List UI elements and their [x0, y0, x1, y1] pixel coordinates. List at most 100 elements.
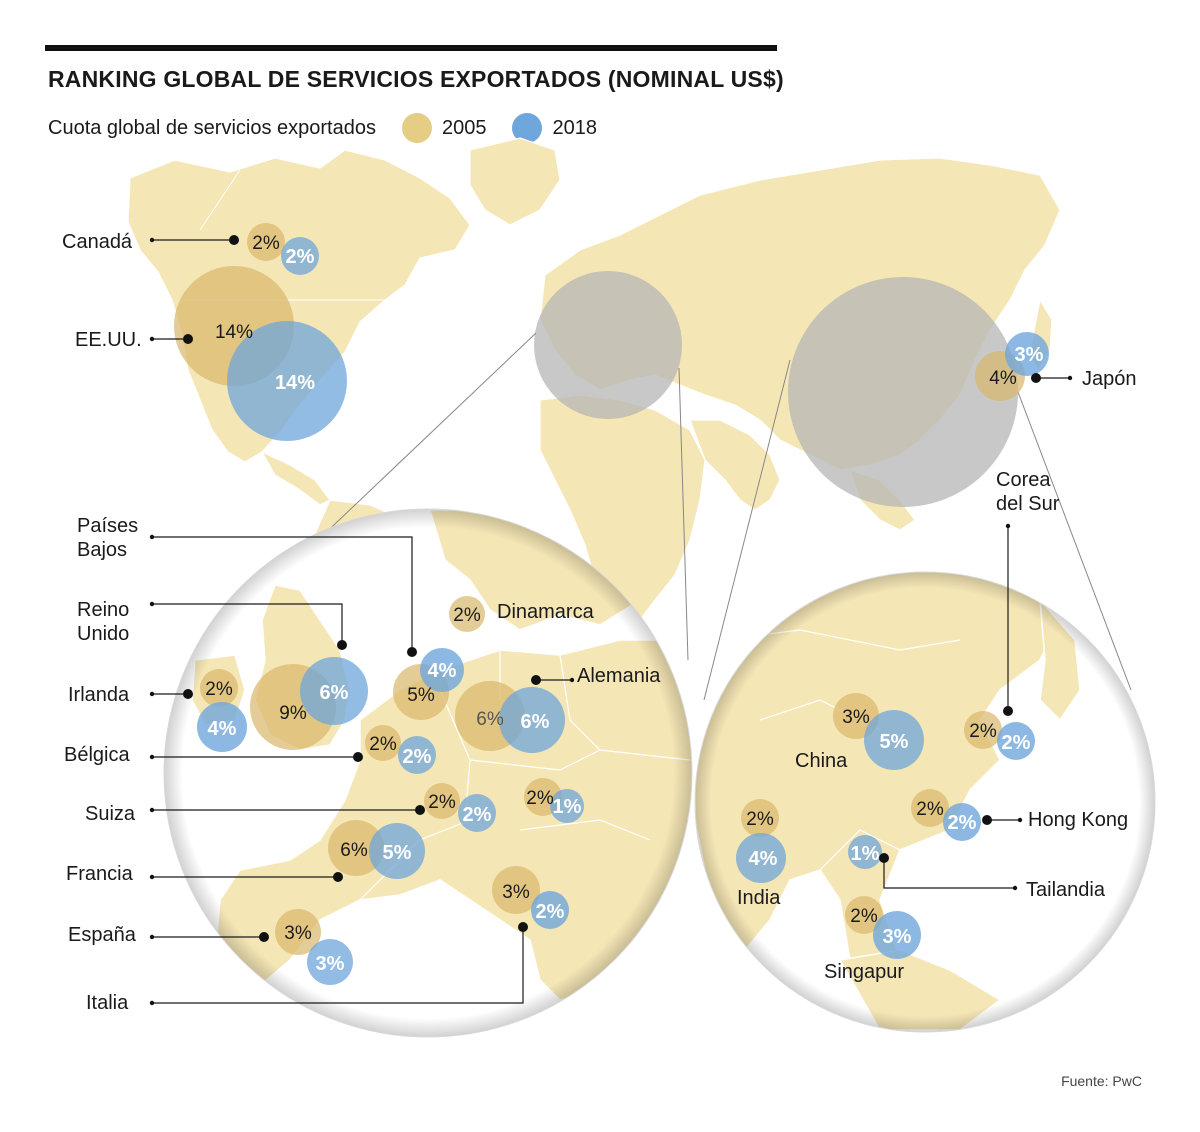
country-labels: Canadá EE.UU. Japón Países Bajos Reino Uni… — [62, 231, 1137, 1014]
bubble-thailand-2018 — [848, 835, 882, 869]
europe-zoom-region — [534, 271, 682, 419]
share-switzerland-2005: 2% — [428, 792, 456, 813]
label-south-korea: Corea del Sur — [996, 469, 1060, 515]
share-canada-2005: 2% — [252, 233, 280, 254]
label-spain: España — [68, 924, 137, 946]
top-rule — [45, 45, 777, 51]
leader-lines — [152, 239, 1070, 1004]
bubble-belgium-2018 — [398, 736, 436, 774]
label-denmark: Dinamarca — [497, 601, 595, 623]
share-spain-2005: 3% — [284, 923, 312, 944]
source-note: Fuente: PwC — [1061, 1073, 1142, 1089]
share-hong-kong-2018: 2% — [948, 812, 977, 834]
leader-dots — [149, 235, 1073, 1006]
bubble-austria-2018 — [550, 789, 584, 823]
bubble-spain-2018 — [307, 939, 353, 985]
share-switzerland-2018: 2% — [463, 804, 492, 826]
label-belgium: Bélgica — [64, 744, 130, 766]
share-labels: 2% 2% 14% 14% 4% 3% 5% 4% 9% 6% 2% 4% 2%… — [205, 233, 1043, 975]
bubble-usa-2018 — [227, 321, 347, 441]
share-netherlands-2005: 5% — [407, 685, 435, 706]
label-japan: Japón — [1082, 368, 1137, 390]
bubble-singapore-2018 — [873, 911, 921, 959]
bubble-germany-2018 — [499, 687, 565, 753]
bubble-japan-2018 — [1005, 332, 1049, 376]
share-italy-2005: 3% — [502, 882, 530, 903]
share-france-2018: 5% — [383, 842, 412, 864]
label-india: India — [737, 887, 781, 909]
share-south-korea-2018: 2% — [1002, 732, 1031, 754]
legend-subtitle: Cuota global de servicios exportados — [48, 116, 376, 139]
share-canada-2018: 2% — [286, 246, 315, 268]
share-japan-2005: 4% — [989, 368, 1017, 389]
label-netherlands: Países Bajos — [77, 515, 138, 561]
bubble-india-2005 — [741, 799, 779, 837]
label-singapore: Singapur — [824, 961, 904, 983]
share-usa-2005: 14% — [215, 322, 253, 343]
share-china-2018: 5% — [880, 731, 909, 753]
bubbles — [174, 223, 1049, 985]
bubble-south-korea-2018 — [997, 722, 1035, 760]
share-uk-2018: 6% — [320, 682, 349, 704]
label-usa: EE.UU. — [75, 329, 142, 351]
legend-label-2005: 2005 — [441, 116, 487, 139]
share-usa-2018: 14% — [275, 372, 315, 394]
share-germany-2018: 6% — [521, 711, 550, 733]
landmass-greenland — [469, 137, 561, 226]
label-france: Francia — [66, 863, 134, 885]
label-switzerland: Suiza — [85, 803, 136, 825]
bubble-uk-2018 — [300, 657, 368, 725]
asia-zoom-region — [788, 277, 1018, 507]
share-south-korea-2005: 2% — [969, 721, 997, 742]
share-netherlands-2018: 4% — [428, 660, 457, 682]
share-hong-kong-2005: 2% — [916, 799, 944, 820]
share-austria-2005: 2% — [526, 788, 554, 809]
bubble-ireland-2018 — [197, 702, 247, 752]
label-ireland: Irlanda — [68, 684, 130, 706]
bubble-canada-2018 — [281, 237, 319, 275]
share-spain-2018: 3% — [316, 953, 345, 975]
share-india-2005: 2% — [746, 809, 774, 830]
legend-label-2018: 2018 — [552, 116, 597, 139]
label-uk: Reino Unido — [77, 599, 129, 645]
share-india-2018: 4% — [749, 848, 778, 870]
bubble-hong-kong-2018 — [943, 803, 981, 841]
bubble-canada-2005 — [247, 223, 285, 261]
bubble-italy-2005 — [492, 866, 540, 914]
bubble-china-2018 — [864, 710, 924, 770]
bubble-italy-2018 — [531, 891, 569, 929]
label-china: China — [795, 750, 848, 772]
bubble-netherlands-2018 — [420, 648, 464, 692]
share-denmark-2005: 2% — [453, 605, 481, 626]
bubble-france-2005 — [328, 820, 384, 876]
bubble-india-2018 — [736, 833, 786, 883]
legend-swatch-2005 — [401, 113, 432, 143]
bubble-south-korea-2005 — [964, 711, 1002, 749]
share-austria-2018: 1% — [553, 796, 582, 818]
share-belgium-2005: 2% — [369, 734, 397, 755]
landmass-central-america — [260, 450, 331, 506]
bubble-switzerland-2018 — [458, 794, 496, 832]
share-singapore-2018: 3% — [883, 926, 912, 948]
share-italy-2018: 2% — [536, 901, 565, 923]
page-title: RANKING GLOBAL DE SERVICIOS EXPORTADOS (… — [48, 66, 784, 92]
label-germany: Alemania — [577, 665, 661, 687]
legend: Cuota global de servicios exportados 200… — [48, 113, 597, 143]
share-belgium-2018: 2% — [403, 746, 432, 768]
share-japan-2018: 3% — [1015, 344, 1044, 366]
bubble-ireland-2005 — [200, 669, 238, 707]
share-france-2005: 6% — [340, 840, 368, 861]
share-germany-2005: 6% — [476, 709, 504, 730]
bubble-belgium-2005 — [365, 725, 401, 761]
label-hong-kong: Hong Kong — [1028, 809, 1128, 831]
share-singapore-2005: 2% — [850, 906, 878, 927]
bubble-denmark-2005 — [449, 596, 485, 632]
share-china-2005: 3% — [842, 707, 870, 728]
label-canada: Canadá — [62, 231, 133, 253]
label-italy: Italia — [86, 992, 129, 1014]
share-thailand-2018: 1% — [851, 843, 880, 865]
bubble-france-2018 — [369, 823, 425, 879]
bubble-spain-2005 — [275, 909, 321, 955]
